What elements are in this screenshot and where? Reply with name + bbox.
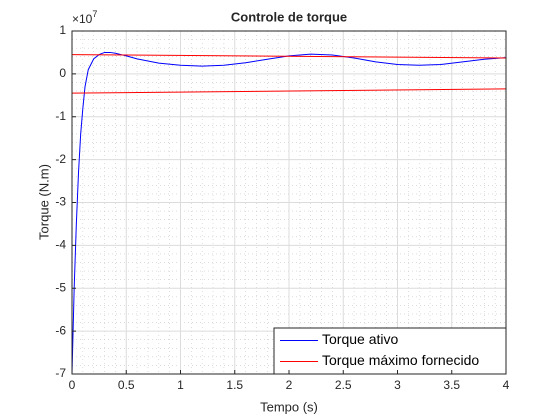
legend-label: Torque máximo fornecido [322, 352, 479, 368]
y-tick-label: -6 [55, 323, 66, 337]
x-tick-label: 1 [177, 378, 184, 392]
x-tick-label: 3.5 [443, 378, 460, 392]
y-axis-label: Torque (N.m) [36, 164, 51, 240]
series-line [71, 51, 507, 375]
y-tick-label: 1 [59, 23, 66, 37]
y-tick-label: -7 [55, 366, 66, 380]
series-line [71, 88, 507, 94]
chart-title: Controle de torque [231, 9, 347, 24]
y-tick-label: 0 [59, 66, 66, 80]
series-line [71, 54, 507, 59]
y-multiplier: ×107 [72, 9, 97, 26]
legend-box [273, 327, 507, 375]
y-multiplier-base: ×10 [72, 12, 93, 26]
x-axis-label: Tempo (s) [260, 399, 318, 414]
plot [71, 51, 507, 375]
x-tick-label: 4 [503, 378, 510, 392]
y-tick-label: -4 [55, 238, 66, 252]
y-tick-label: -3 [55, 195, 66, 209]
y-tick-label: -2 [55, 152, 66, 166]
x-tick-label: 0 [69, 378, 76, 392]
x-tick-label: 2.5 [335, 378, 352, 392]
y-tick-label: -5 [55, 280, 66, 294]
y-tick-label: -1 [55, 109, 66, 123]
x-tick-label: 0.5 [118, 378, 135, 392]
legend-label: Torque ativo [322, 331, 398, 347]
legend: Torque ativo Torque máximo fornecido [273, 327, 507, 375]
y-multiplier-exponent: 7 [92, 9, 97, 19]
x-tick-label: 1.5 [226, 378, 243, 392]
x-tick-label: 2 [286, 378, 293, 392]
x-tick-label: 3 [394, 378, 401, 392]
